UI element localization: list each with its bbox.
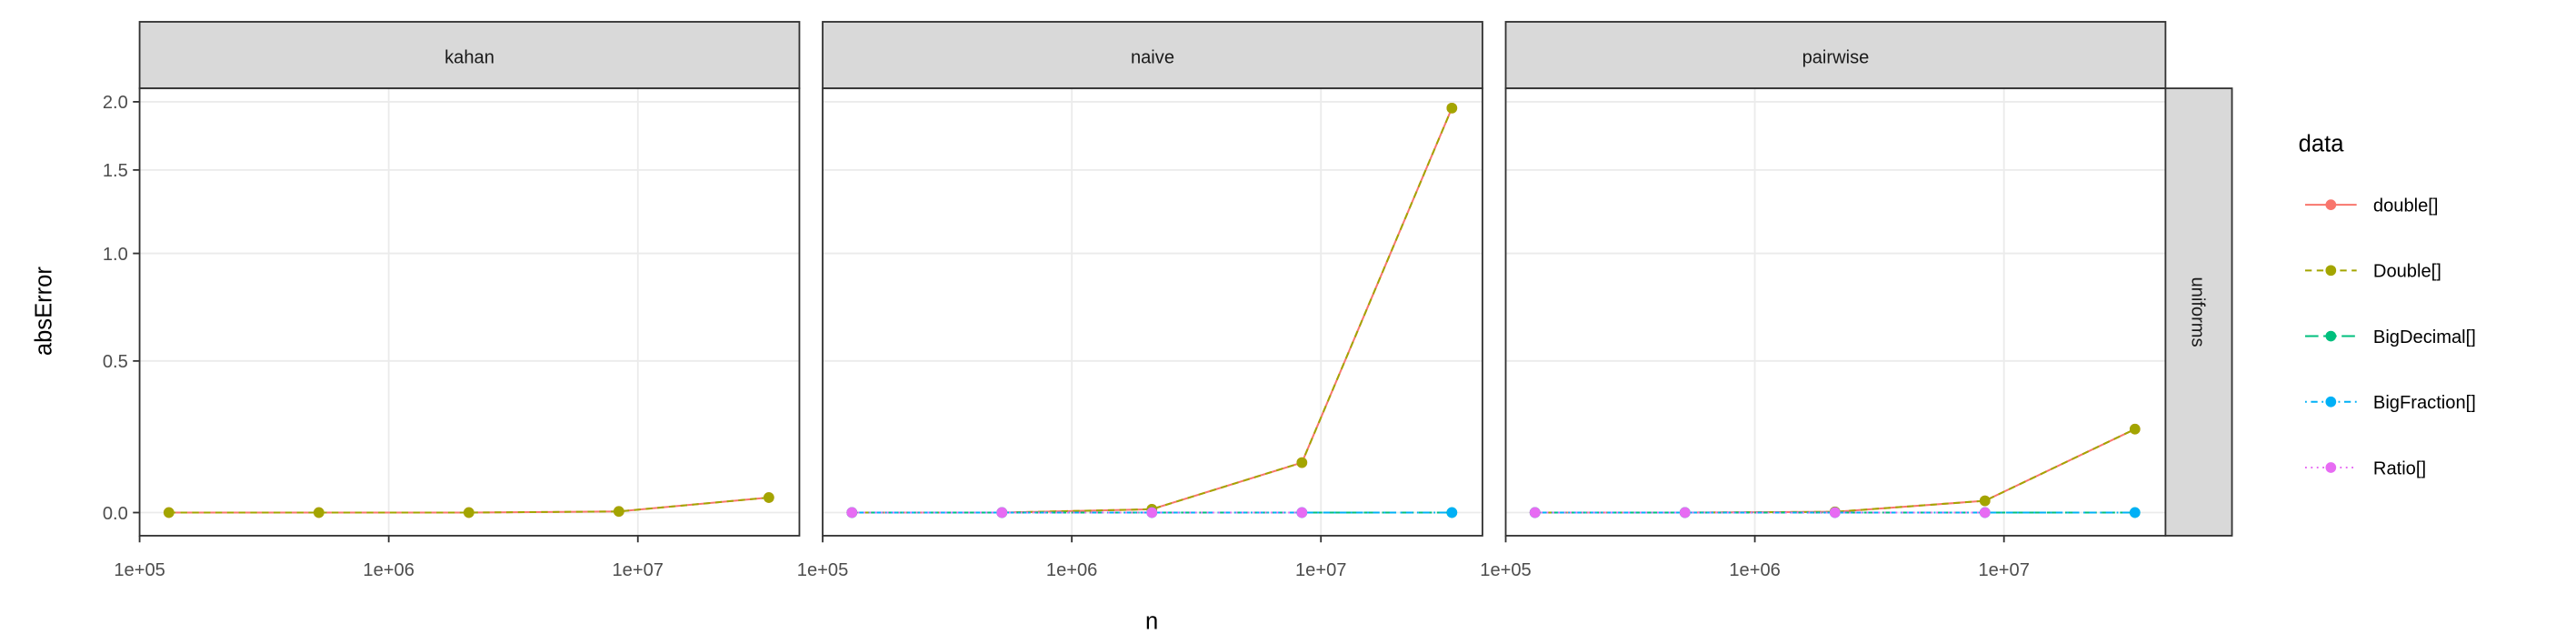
legend-title: data <box>2299 132 2345 157</box>
panel-background <box>139 88 800 536</box>
legend-key-point <box>2325 199 2337 210</box>
y-tick-label: 0.5 <box>103 352 128 372</box>
y-tick-label: 0.0 <box>103 504 128 524</box>
panel-background <box>1505 88 2166 536</box>
data-point <box>1296 457 1308 468</box>
data-point <box>1529 507 1541 518</box>
data-point <box>1829 507 1841 518</box>
x-tick-label: 1e+06 <box>1729 560 1780 580</box>
y-tick-label: 2.0 <box>103 93 128 113</box>
legend-label: BigDecimal[] <box>2373 327 2476 347</box>
facet-strip <box>1504 21 2167 90</box>
data-point <box>163 507 175 518</box>
data-point <box>996 507 1008 518</box>
legend-label: double[] <box>2373 196 2439 216</box>
x-axis-title: n <box>1145 609 1158 634</box>
data-point <box>463 507 474 518</box>
data-point <box>2129 423 2141 435</box>
facet-strip <box>138 21 801 90</box>
series-line <box>1534 428 2136 514</box>
data-point <box>1296 507 1308 518</box>
data-point <box>313 507 324 518</box>
legend-key-point <box>2325 265 2337 277</box>
facet-label: kahan <box>444 48 494 68</box>
legend-label: Ratio[] <box>2373 458 2426 478</box>
y-axis-title: absError <box>32 267 57 357</box>
data-point <box>613 506 624 518</box>
data-point <box>1146 507 1158 518</box>
data-point <box>763 492 774 503</box>
legend-label: BigFraction[] <box>2373 393 2476 413</box>
facet-strip <box>2164 87 2233 537</box>
panel-border <box>822 87 1483 537</box>
x-tick-label: 1e+05 <box>797 560 848 580</box>
x-tick-label: 1e+05 <box>114 560 165 580</box>
x-tick-label: 1e+06 <box>363 560 414 580</box>
facet-strip <box>822 21 1483 90</box>
panel-background <box>823 88 1483 536</box>
data-point <box>1979 507 1991 518</box>
x-tick-label: 1e+07 <box>1978 560 2029 580</box>
x-tick-label: 1e+05 <box>1480 560 1531 580</box>
legend-key-point <box>2325 462 2337 473</box>
facet-label: naive <box>1131 48 1174 68</box>
data-point <box>1679 507 1691 518</box>
x-tick-label: 1e+07 <box>613 560 664 580</box>
data-point <box>2129 507 2141 518</box>
legend-key-point <box>2325 330 2337 342</box>
series-line <box>852 107 1453 514</box>
data-point <box>1979 495 1991 507</box>
panel-border <box>138 87 801 537</box>
x-tick-label: 1e+06 <box>1046 560 1097 580</box>
data-point <box>1446 102 1458 114</box>
facet-label: uniforms <box>2188 277 2208 347</box>
x-tick-label: 1e+07 <box>1295 560 1346 580</box>
y-tick-label: 1.0 <box>103 245 128 265</box>
legend-label: Double[] <box>2373 262 2441 282</box>
facet-label: pairwise <box>1802 48 1870 68</box>
data-point <box>1446 507 1458 518</box>
legend-key-point <box>2325 396 2337 408</box>
data-point <box>846 507 858 518</box>
y-tick-label: 1.5 <box>103 161 128 181</box>
